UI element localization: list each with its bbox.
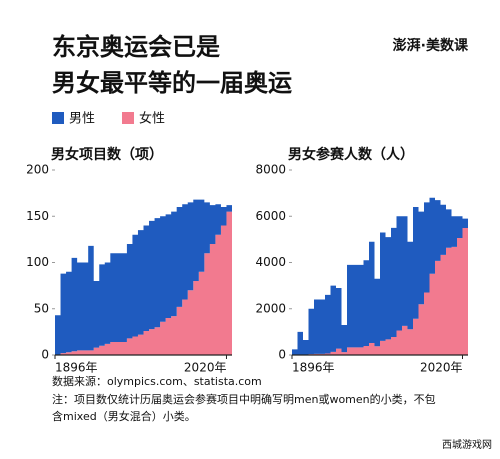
note: 含mixed（男女混合）小类。 bbox=[52, 409, 196, 423]
legend-swatch bbox=[52, 112, 64, 124]
title-line: 男女最平等的一届奥运 bbox=[52, 69, 292, 97]
area bbox=[55, 199, 232, 355]
y-tick-label: 150 bbox=[26, 209, 49, 223]
chart-title: 男女项目数（项） bbox=[51, 146, 163, 163]
area bbox=[292, 197, 468, 355]
x-tick-label: 2020年 bbox=[420, 361, 463, 375]
area bbox=[292, 227, 468, 355]
legend-swatch bbox=[122, 112, 134, 124]
y-tick-label: 100 bbox=[26, 255, 49, 269]
y-tick-label: 0 bbox=[41, 348, 49, 362]
legend-label: 女性 bbox=[139, 111, 165, 127]
x-tick-label: 1896年 bbox=[292, 361, 335, 375]
y-tick-label: 8000 bbox=[255, 163, 286, 177]
x-tick-label: 1896年 bbox=[55, 361, 98, 375]
y-tick-label: 0 bbox=[278, 348, 286, 362]
chart-title: 男女参赛人数（人） bbox=[288, 146, 414, 163]
y-tick-label: 6000 bbox=[255, 209, 286, 223]
legend-label: 男性 bbox=[69, 112, 95, 127]
y-tick-label: 4000 bbox=[255, 255, 286, 269]
area bbox=[55, 211, 232, 355]
title-line: 东京奥运会已是 bbox=[52, 33, 220, 61]
y-tick-label: 50 bbox=[34, 301, 49, 315]
note: 注：项目数仅统计历届奥运会参赛项目中明确写明men或women的小类，不包 bbox=[52, 392, 436, 406]
watermark: 西城游戏网 bbox=[442, 438, 492, 451]
y-tick-label: 2000 bbox=[255, 301, 286, 315]
y-tick-label: 200 bbox=[26, 163, 49, 177]
logo: 澎湃·美数课 bbox=[393, 37, 469, 54]
source: 数据来源：olympics.com、statista.com bbox=[52, 374, 262, 388]
x-tick-label: 2020年 bbox=[184, 361, 227, 375]
